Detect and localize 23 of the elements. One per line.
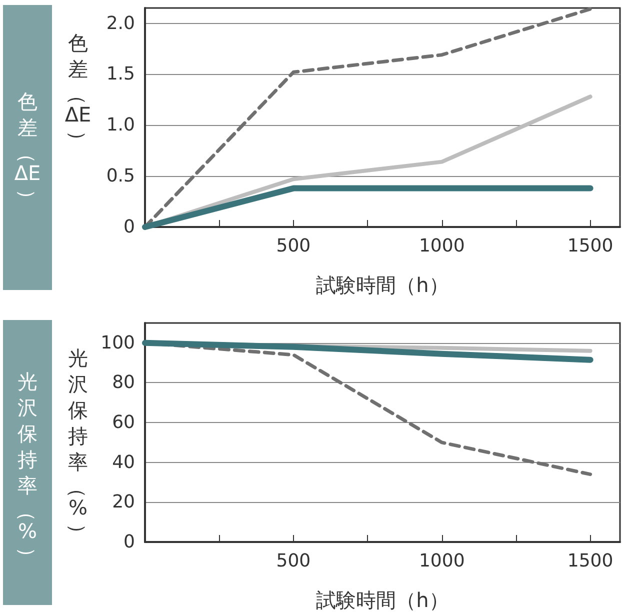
- text: 色差（ΔE）: [64, 31, 92, 150]
- y-tick-label: 100: [100, 332, 135, 354]
- y-tick-label: 20: [112, 492, 135, 513]
- y-tick-label: 80: [112, 372, 135, 394]
- x-tick-label: 500: [276, 236, 311, 256]
- y-tick-label: 0: [124, 532, 135, 552]
- y-axis-title: 光沢保持率（%）: [16, 369, 40, 567]
- x-tick-label: 1500: [567, 550, 614, 572]
- y-tick-label: 1.5: [106, 64, 135, 85]
- y-tick-label: 1.0: [106, 114, 135, 136]
- y-axis-title: 色差（ΔE）: [14, 90, 41, 209]
- x-tick-label: 1000: [418, 550, 465, 572]
- x-axis-title: 試験時間（h）: [316, 273, 449, 297]
- y-tick-label: 0.5: [106, 166, 135, 187]
- y-tick-label: 2.0: [106, 12, 135, 34]
- x-tick-label: 1000: [418, 236, 465, 256]
- y-tick-label: 0: [124, 216, 135, 238]
- text: 光沢保持率（%）: [66, 346, 90, 544]
- x-tick-label: 500: [276, 550, 311, 572]
- y-tick-label: 60: [112, 412, 135, 434]
- y-tick-label: 40: [112, 452, 135, 473]
- x-tick-label: 1500: [567, 236, 614, 256]
- x-axis-title: 試験時間（h）: [316, 588, 449, 612]
